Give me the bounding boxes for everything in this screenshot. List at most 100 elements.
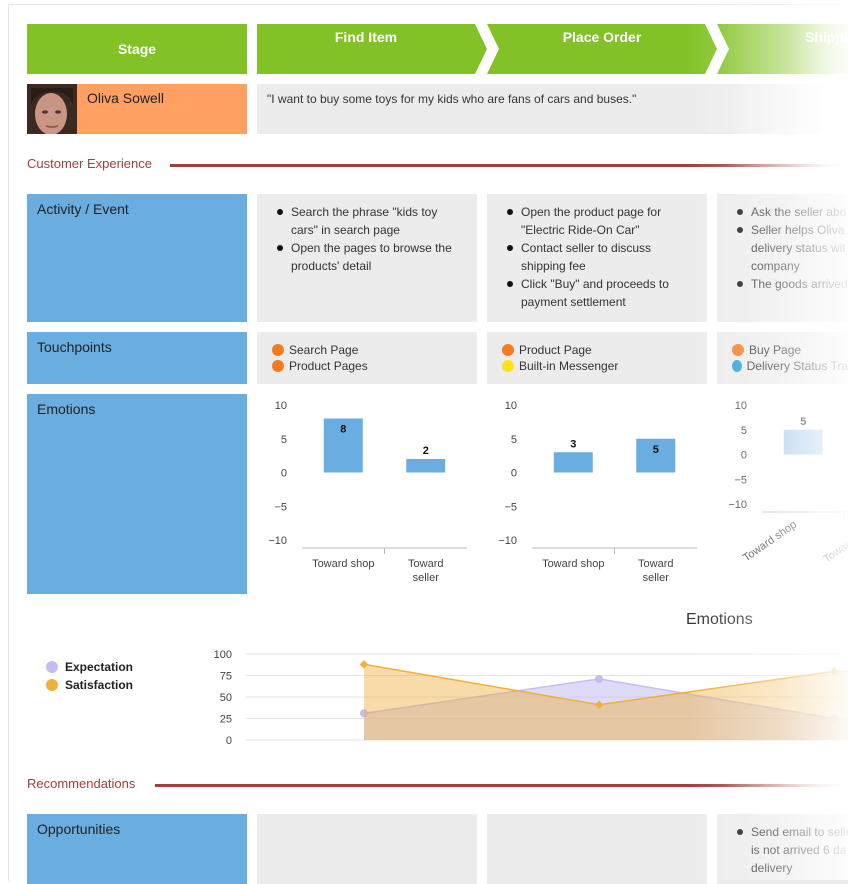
- y-tick-label: 10: [505, 400, 517, 412]
- touchpoint-label: Buy Page: [749, 343, 802, 357]
- opportunity-cell-shipping: Send email to selle is not arrived 6 da …: [717, 814, 848, 884]
- stage-find-item: Find Item: [257, 24, 475, 74]
- section-customer-experience: Customer Experience: [27, 156, 152, 171]
- touchpoint-label: Product Pages: [289, 359, 368, 373]
- x-tick-label: Toward shop: [542, 558, 604, 570]
- activity-list: Search the phrase "kids toy cars" in sea…: [257, 194, 477, 275]
- activity-item: Open the pages to browse the products' d…: [275, 239, 465, 275]
- touchpoint-dot-icon: [732, 360, 742, 372]
- touchpoint-label: Delivery Status Tra: [746, 359, 848, 373]
- stage-header-label: Stage: [117, 41, 157, 57]
- legend-item-satisfaction[interactable]: Satisfaction: [46, 676, 133, 694]
- row-label-opportunities: Opportunities: [27, 814, 247, 884]
- touchpoint-label: Built-in Messenger: [519, 359, 619, 373]
- y-tick-label: 5: [281, 434, 287, 446]
- activity-list: Open the product page for "Electric Ride…: [487, 194, 707, 311]
- activity-cell-place-order: Open the product page for "Electric Ride…: [487, 194, 707, 322]
- touchpoint-cell-shipping: Buy Page Delivery Status Tra: [717, 332, 848, 384]
- touchpoint-item: Search Page: [272, 342, 477, 358]
- touchpoint-label: Product Page: [519, 343, 592, 357]
- legend-label: Expectation: [65, 660, 134, 674]
- touchpoint-item: Product Page: [502, 342, 707, 358]
- section-divider-customer-experience: [170, 164, 848, 167]
- bar[interactable]: [406, 459, 446, 473]
- bar[interactable]: [783, 429, 823, 455]
- touchpoint-item: Delivery Status Tra: [732, 358, 848, 374]
- x-tick-label: Toward seller: [821, 518, 848, 565]
- bar[interactable]: [636, 438, 676, 473]
- section-divider-recommendations: [155, 784, 848, 787]
- touchpoint-cell-find-item: Search Page Product Pages: [257, 332, 477, 384]
- persona-avatar: [27, 84, 77, 134]
- y-tick-label: 25: [220, 714, 232, 726]
- stage-arrow-find-item[interactable]: [257, 24, 487, 74]
- y-tick-label: 5: [511, 434, 517, 446]
- persona-photo: [27, 84, 77, 134]
- bar-value-label: 3: [570, 438, 576, 450]
- y-tick-label: 5: [741, 425, 747, 437]
- y-tick-label: −10: [268, 535, 287, 547]
- touchpoint-item: Buy Page: [732, 342, 848, 358]
- y-tick-label: 0: [741, 450, 747, 462]
- y-tick-label: 75: [220, 671, 232, 683]
- emotion-bar-chart-place-order: 10 5 0 −5 −10 3 Toward shop 5 Toward seller: [498, 400, 697, 584]
- x-tick-label: seller: [413, 572, 440, 584]
- x-tick-label: Toward: [638, 558, 673, 570]
- legend-label: Satisfaction: [65, 678, 134, 692]
- y-tick-label: −5: [504, 501, 517, 513]
- touchpoint-dot-icon: [272, 344, 284, 356]
- x-tick-label: seller: [643, 572, 670, 584]
- emotions-area-chart: 100 75 50 25 0: [214, 649, 848, 747]
- data-point[interactable]: [595, 674, 603, 683]
- y-tick-label: −10: [498, 535, 517, 547]
- section-recommendations: Recommendations: [27, 776, 136, 791]
- y-tick-label: 0: [226, 735, 232, 747]
- persona-name: Oliva Sowell: [77, 84, 247, 134]
- x-tick-label: Toward shop: [741, 519, 799, 565]
- activity-item: Open the product page for "Electric Ride…: [505, 203, 695, 239]
- activity-item: Search the phrase "kids toy cars" in sea…: [275, 203, 465, 239]
- stage-shipping: Shippin: [805, 24, 848, 74]
- touchpoint-item: Built-in Messenger: [502, 358, 707, 374]
- y-tick-label: 10: [735, 400, 747, 412]
- activity-list: Ask the seller abo Seller helps Oliva t …: [717, 194, 848, 293]
- y-tick-label: −5: [274, 501, 287, 513]
- x-tick-label: Toward: [408, 558, 443, 570]
- stage-shipping-label: Shippin: [805, 29, 848, 45]
- y-tick-label: −5: [734, 474, 747, 486]
- x-tick-label: Toward shop: [312, 558, 374, 570]
- activity-item: Click "Buy" and proceeds to payment sett…: [505, 275, 695, 311]
- legend-item-expectation[interactable]: Expectation: [46, 658, 133, 676]
- y-tick-label: 10: [275, 400, 287, 412]
- bar-value-label: 8: [340, 424, 346, 436]
- bar-value-label: 2: [423, 445, 429, 457]
- y-tick-label: 100: [214, 649, 232, 661]
- touchpoint-dot-icon: [732, 344, 744, 356]
- activity-item: Contact seller to discuss shipping fee: [505, 239, 695, 275]
- bar-value-label: 5: [800, 416, 806, 428]
- stage-arrow-place-order[interactable]: [487, 24, 717, 74]
- stage-header: Stage: [27, 24, 247, 74]
- y-tick-label: 50: [220, 692, 232, 704]
- emotions-chart-title: Emotions: [686, 611, 753, 628]
- bar-value-label: 5: [653, 444, 659, 456]
- touchpoint-dot-icon: [502, 360, 514, 372]
- touchpoint-item: Product Pages: [272, 358, 477, 374]
- stage-find-item-label: Find Item: [334, 29, 398, 45]
- opportunity-cell-place-order: [487, 814, 707, 884]
- emotion-bar-chart-find-item: 10 5 0 −5 −10 8 Toward shop 2 Toward seller: [268, 400, 467, 584]
- bar[interactable]: [323, 418, 363, 473]
- row-label-activity: Activity / Event: [27, 194, 247, 322]
- data-point[interactable]: [360, 709, 368, 718]
- stage-place-order-label: Place Order: [562, 29, 642, 45]
- activity-item: Ask the seller abo: [735, 203, 848, 221]
- persona-quote: "I want to buy some toys for my kids who…: [257, 84, 848, 134]
- activity-item: Seller helps Oliva t delivery status wit…: [735, 221, 848, 275]
- bar[interactable]: [553, 452, 593, 473]
- opportunity-cell-find-item: [257, 814, 477, 884]
- touchpoint-label: Search Page: [289, 343, 359, 357]
- emotions-legend: Expectation Satisfaction: [46, 658, 133, 694]
- y-tick-label: −10: [728, 499, 747, 511]
- activity-cell-find-item: Search the phrase "kids toy cars" in sea…: [257, 194, 477, 322]
- y-tick-label: 0: [281, 468, 287, 480]
